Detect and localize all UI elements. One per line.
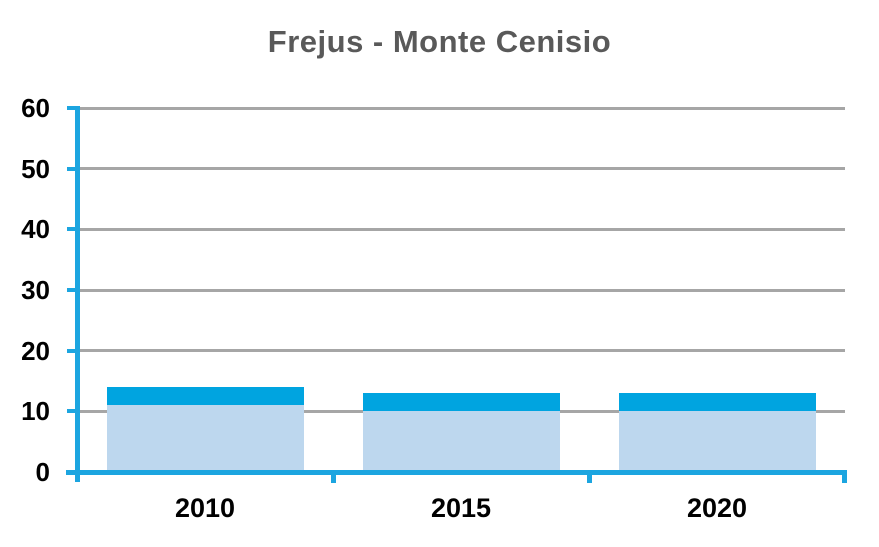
chart-title: Frejus - Monte Cenisio <box>267 24 612 59</box>
plot-area <box>66 106 847 483</box>
gridline-30 <box>77 288 845 292</box>
bar-2020-top-segment <box>618 393 816 412</box>
y-axis-label-20: 20 <box>21 335 50 366</box>
gridline-40 <box>77 227 845 231</box>
y-axis-label-0: 0 <box>35 457 50 487</box>
x-axis-end-tick <box>842 472 847 483</box>
y-axis-tick-10 <box>67 409 77 414</box>
bar-2020-base-segment <box>618 411 816 472</box>
y-axis-label-50: 50 <box>21 153 50 184</box>
y-axis-tick-50 <box>67 166 77 171</box>
y-axis-label-60: 60 <box>21 93 50 123</box>
bar-2010-base-segment <box>106 405 304 472</box>
x-axis-label-2020: 2020 <box>686 493 748 523</box>
y-axis-line <box>75 106 80 482</box>
y-axis-tick-60 <box>67 106 77 110</box>
y-axis-label-40: 40 <box>21 214 50 245</box>
x-axis-tick-1 <box>330 472 336 483</box>
gridline-60 <box>77 106 845 110</box>
x-axis-label-2010: 2010 <box>174 493 236 523</box>
y-axis-tick-40 <box>67 227 77 232</box>
bar-2015-top-segment <box>362 393 560 412</box>
y-axis-tick-20 <box>67 348 77 353</box>
gridline-20 <box>77 349 845 353</box>
y-axis-tick-30 <box>67 288 77 292</box>
bar-2010-top-segment <box>106 387 304 406</box>
gridline-50 <box>77 167 845 171</box>
x-axis-tick-2 <box>586 472 592 483</box>
x-axis-line <box>66 470 847 475</box>
bar-2015-base-segment <box>362 411 560 472</box>
y-axis-label-10: 10 <box>21 396 50 427</box>
x-axis-label-2015: 2015 <box>430 493 492 523</box>
y-axis-label-30: 30 <box>21 275 50 305</box>
